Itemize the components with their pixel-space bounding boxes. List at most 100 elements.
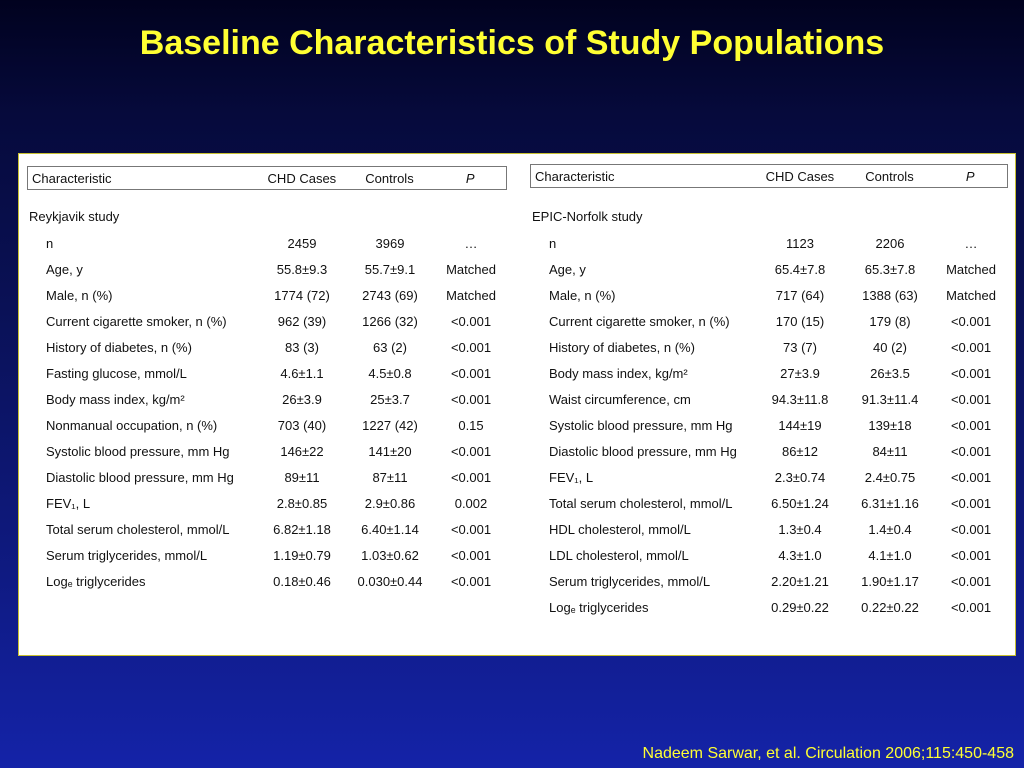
row-label: Logₑ triglycerides bbox=[46, 573, 146, 589]
table-body: n 1123 2206… Age, y 65.4±7.8 65.3±7.8 Matched M… bbox=[530, 230, 1008, 620]
cell-p-value: 0.15 bbox=[458, 417, 484, 433]
cell-chd-cases: 6.50±1.24 bbox=[771, 495, 829, 511]
cell-p-value: <0.001 bbox=[450, 573, 492, 589]
cell-p-value: <0.001 bbox=[950, 547, 992, 563]
header-p: P bbox=[965, 168, 975, 184]
cell-p-value: <0.001 bbox=[950, 443, 992, 459]
table-panel: Characteristic CHD Cases Controls P Reyk… bbox=[18, 153, 1016, 656]
cell-chd-cases: 170 (15) bbox=[775, 313, 825, 329]
slide-title: Baseline Characteristics of Study Popula… bbox=[139, 24, 885, 62]
cell-controls: 55.7±9.1 bbox=[364, 261, 416, 277]
cell-p-value: <0.001 bbox=[950, 391, 992, 407]
table-row: Diastolic blood pressure, mm Hg 86±12 84±1… bbox=[530, 438, 1008, 464]
cell-controls: 4.5±0.8 bbox=[368, 365, 412, 381]
row-label: Male, n (%) bbox=[549, 287, 616, 303]
table-row: FEV₁, L 2.8±0.85 2.9±0.86 0.002 bbox=[27, 490, 507, 516]
table-row: HDL cholesterol, mmol/L 1.3±0.4 1.4±0.4 <0.… bbox=[530, 516, 1008, 542]
table-row: Current cigarette smoker, n (%) 962 (39) 1… bbox=[27, 308, 507, 334]
cell-p-value: Matched bbox=[946, 261, 996, 277]
cell-controls: 65.3±7.8 bbox=[864, 261, 916, 277]
cell-controls: 141±20 bbox=[368, 443, 412, 459]
cell-chd-cases: 27±3.9 bbox=[780, 365, 820, 381]
table-row: Total serum cholesterol, mmol/L 6.50±1.24… bbox=[530, 490, 1008, 516]
cell-p-value: <0.001 bbox=[450, 469, 492, 485]
row-label: Total serum cholesterol, mmol/L bbox=[46, 521, 230, 537]
cell-chd-cases: 26±3.9 bbox=[282, 391, 322, 407]
cell-controls: 0.22±0.22 bbox=[861, 599, 919, 615]
epic-norfolk-table: Characteristic CHD Cases Controls P EPIC… bbox=[530, 164, 1008, 620]
row-label: Serum triglycerides, mmol/L bbox=[46, 547, 208, 563]
cell-controls: 25±3.7 bbox=[370, 391, 410, 407]
cell-controls: 1.03±0.62 bbox=[361, 547, 419, 563]
cell-controls: 6.40±1.14 bbox=[361, 521, 419, 537]
cell-chd-cases: 1.19±0.79 bbox=[273, 547, 331, 563]
cell-p-value: <0.001 bbox=[950, 495, 992, 511]
cell-controls: 26±3.5 bbox=[870, 365, 910, 381]
study-name: EPIC-Norfolk study bbox=[532, 209, 643, 224]
cell-chd-cases: 1123 bbox=[786, 235, 814, 251]
cell-p-value: … bbox=[964, 235, 978, 251]
table-header: Characteristic CHD Cases Controls P bbox=[27, 166, 507, 190]
table-body: n 2459 3969… Age, y 55.8±9.3 55.7±9.1 Matched M… bbox=[27, 230, 507, 594]
row-label: Current cigarette smoker, n (%) bbox=[46, 313, 227, 329]
header-chd-cases: CHD Cases bbox=[765, 168, 835, 184]
table-row: Age, y 55.8±9.3 55.7±9.1 Matched bbox=[27, 256, 507, 282]
table-row: n 1123 2206… bbox=[530, 230, 1008, 256]
row-label: n bbox=[46, 235, 54, 251]
cell-controls: 91.3±11.4 bbox=[861, 391, 919, 407]
cell-p-value: <0.001 bbox=[950, 339, 992, 355]
cell-controls: 40 (2) bbox=[873, 339, 907, 355]
header-chd-cases: CHD Cases bbox=[267, 170, 337, 186]
cell-controls: 1.4±0.4 bbox=[868, 521, 912, 537]
cell-chd-cases: 83 (3) bbox=[285, 339, 319, 355]
study-name: Reykjavik study bbox=[29, 209, 120, 224]
cell-chd-cases: 65.4±7.8 bbox=[774, 261, 826, 277]
cell-p-value: <0.001 bbox=[950, 469, 992, 485]
cell-controls: 2743 (69) bbox=[362, 287, 418, 303]
row-label: FEV₁, L bbox=[46, 495, 91, 511]
table-row: Systolic blood pressure, mm Hg 146±22 141±… bbox=[27, 438, 507, 464]
table-row: Body mass index, kg/m² 26±3.9 25±3.7 <0.001 bbox=[27, 386, 507, 412]
header-characteristic: Characteristic bbox=[32, 170, 112, 186]
cell-p-value: … bbox=[464, 235, 478, 251]
cell-p-value: Matched bbox=[946, 287, 996, 303]
row-label: History of diabetes, n (%) bbox=[549, 339, 695, 355]
row-label: History of diabetes, n (%) bbox=[46, 339, 192, 355]
table-row: Age, y 65.4±7.8 65.3±7.8 Matched bbox=[530, 256, 1008, 282]
row-label: Current cigarette smoker, n (%) bbox=[549, 313, 730, 329]
cell-p-value: <0.001 bbox=[450, 521, 492, 537]
cell-chd-cases: 86±12 bbox=[781, 443, 819, 459]
cell-chd-cases: 144±19 bbox=[778, 417, 822, 433]
cell-chd-cases: 94.3±11.8 bbox=[771, 391, 829, 407]
table-row: LDL cholesterol, mmol/L 4.3±1.0 4.1±1.0 <0.… bbox=[530, 542, 1008, 568]
row-label: Logₑ triglycerides bbox=[549, 599, 649, 615]
citation: Nadeem Sarwar, et al. Circulation 2006;1… bbox=[642, 745, 1014, 762]
row-label: FEV₁, L bbox=[549, 469, 594, 485]
row-label: LDL cholesterol, mmol/L bbox=[549, 547, 689, 563]
cell-p-value: <0.001 bbox=[950, 573, 992, 589]
row-label: Male, n (%) bbox=[46, 287, 113, 303]
table-row: Current cigarette smoker, n (%) 170 (15) 1… bbox=[530, 308, 1008, 334]
reykjavik-table: Characteristic CHD Cases Controls P Reyk… bbox=[27, 166, 507, 594]
row-label: Fasting glucose, mmol/L bbox=[46, 365, 187, 381]
cell-chd-cases: 2.20±1.21 bbox=[771, 573, 829, 589]
cell-controls: 3969 bbox=[375, 235, 405, 251]
cell-p-value: <0.001 bbox=[450, 313, 492, 329]
table-row: FEV₁, L 2.3±0.74 2.4±0.75 <0.001 bbox=[530, 464, 1008, 490]
cell-p-value: <0.001 bbox=[450, 443, 492, 459]
table-row: Serum triglycerides, mmol/L 2.20±1.21 1.90… bbox=[530, 568, 1008, 594]
cell-p-value: <0.001 bbox=[450, 365, 492, 381]
cell-chd-cases: 55.8±9.3 bbox=[276, 261, 328, 277]
cell-controls: 0.030±0.44 bbox=[357, 573, 423, 589]
table-row: Logₑ triglycerides 0.29±0.22 0.22±0.22 <0.0… bbox=[530, 594, 1008, 620]
cell-controls: 2.4±0.75 bbox=[864, 469, 916, 485]
cell-p-value: <0.001 bbox=[450, 339, 492, 355]
table-row: History of diabetes, n (%) 73 (7) 40 (2) <0… bbox=[530, 334, 1008, 360]
table-row: Nonmanual occupation, n (%) 703 (40) 1227 … bbox=[27, 412, 507, 438]
header-characteristic: Characteristic bbox=[535, 168, 615, 184]
cell-chd-cases: 4.6±1.1 bbox=[280, 365, 324, 381]
table-row: Diastolic blood pressure, mm Hg 89±11 87±1… bbox=[27, 464, 507, 490]
table-row: Body mass index, kg/m² 27±3.9 26±3.5 <0.001 bbox=[530, 360, 1008, 386]
cell-p-value: <0.001 bbox=[450, 391, 492, 407]
cell-p-value: <0.001 bbox=[950, 365, 992, 381]
